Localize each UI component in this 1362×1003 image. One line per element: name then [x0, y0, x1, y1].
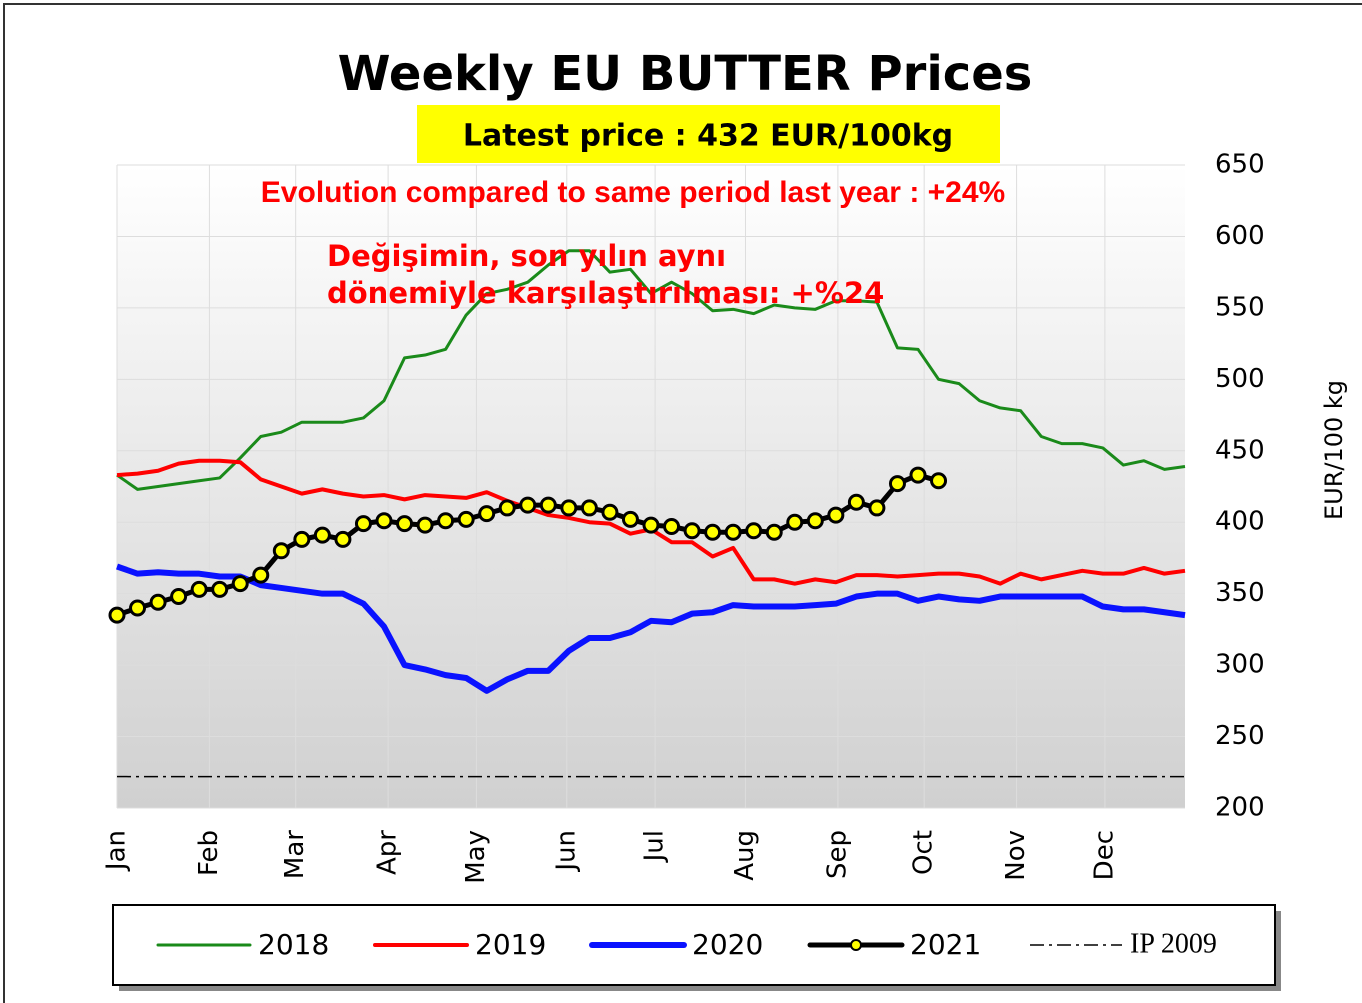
y-tick-label: 600 — [1215, 221, 1265, 251]
y-tick-label: 650 — [1215, 150, 1265, 180]
marker — [334, 530, 352, 548]
marker — [663, 518, 681, 536]
legend-label: 2019 — [475, 928, 546, 961]
marker — [683, 522, 701, 540]
legend — [112, 904, 1276, 986]
marker — [621, 510, 639, 528]
legend-label: IP 2009 — [1130, 928, 1217, 959]
marker — [786, 513, 804, 531]
legend-label: 2018 — [258, 928, 329, 961]
marker — [909, 466, 927, 484]
marker — [375, 512, 393, 530]
y-tick-label: 550 — [1215, 292, 1265, 322]
marker — [930, 472, 948, 490]
marker — [539, 496, 557, 514]
marker — [313, 526, 331, 544]
marker — [272, 542, 290, 560]
marker — [847, 493, 865, 511]
marker — [868, 499, 886, 517]
x-tick-label: Nov — [1001, 830, 1031, 881]
x-tick-label: Mar — [280, 830, 310, 879]
legend-marker — [850, 939, 862, 951]
marker — [457, 510, 475, 528]
y-tick-label: 400 — [1215, 507, 1265, 537]
marker — [437, 512, 455, 530]
marker — [827, 506, 845, 524]
marker — [642, 516, 660, 534]
marker — [478, 505, 496, 523]
annotation: Evolution compared to same period last y… — [261, 176, 1005, 209]
chart-title: Weekly EU BUTTER Prices — [338, 46, 1033, 102]
y-tick-label: 450 — [1215, 435, 1265, 465]
legend-label: 2021 — [910, 928, 981, 961]
marker — [888, 475, 906, 493]
marker — [293, 530, 311, 548]
y-axis-label: EUR/100 kg — [1320, 380, 1348, 520]
y-tick-label: 200 — [1215, 793, 1265, 823]
marker — [211, 580, 229, 598]
y-tick-label: 300 — [1215, 650, 1265, 680]
marker — [601, 503, 619, 521]
marker — [519, 496, 537, 514]
subtitle: Latest price : 432 EUR/100kg — [463, 119, 953, 154]
marker — [396, 515, 414, 533]
marker — [498, 499, 516, 517]
marker — [149, 593, 167, 611]
y-tick-label: 500 — [1215, 364, 1265, 394]
marker — [129, 599, 147, 617]
marker — [745, 522, 763, 540]
x-tick-label: Sep — [822, 830, 852, 879]
plot-area — [117, 165, 1185, 808]
x-tick-label: Jan — [102, 830, 132, 872]
subtitle-box — [417, 105, 1000, 163]
marker — [765, 523, 783, 541]
x-tick-label: Dec — [1089, 830, 1119, 880]
overlay-annotation: dönemiyle karşılaştırılması: +%24 — [327, 276, 884, 310]
x-tick-label: Feb — [194, 830, 224, 876]
marker — [560, 499, 578, 517]
legend-label: 2020 — [692, 928, 763, 961]
y-tick-label: 250 — [1215, 721, 1265, 751]
marker — [704, 523, 722, 541]
x-tick-label: Jul — [640, 830, 670, 863]
marker — [231, 575, 249, 593]
x-tick-label: Jun — [551, 830, 581, 873]
series-line — [116, 563, 1186, 694]
marker — [724, 523, 742, 541]
marker — [354, 515, 372, 533]
x-tick-label: Apr — [373, 830, 403, 875]
marker — [190, 580, 208, 598]
x-tick-label: Oct — [909, 830, 939, 875]
series-line — [116, 249, 1186, 491]
x-tick-label: May — [461, 830, 491, 884]
marker — [108, 606, 126, 624]
x-tick-label: Aug — [730, 830, 760, 881]
marker — [252, 566, 270, 584]
marker — [580, 499, 598, 517]
marker — [170, 588, 188, 606]
marker — [806, 512, 824, 530]
y-tick-label: 350 — [1215, 578, 1265, 608]
overlay-annotation: Değişimin, son yılın aynı — [327, 239, 726, 273]
marker — [416, 516, 434, 534]
